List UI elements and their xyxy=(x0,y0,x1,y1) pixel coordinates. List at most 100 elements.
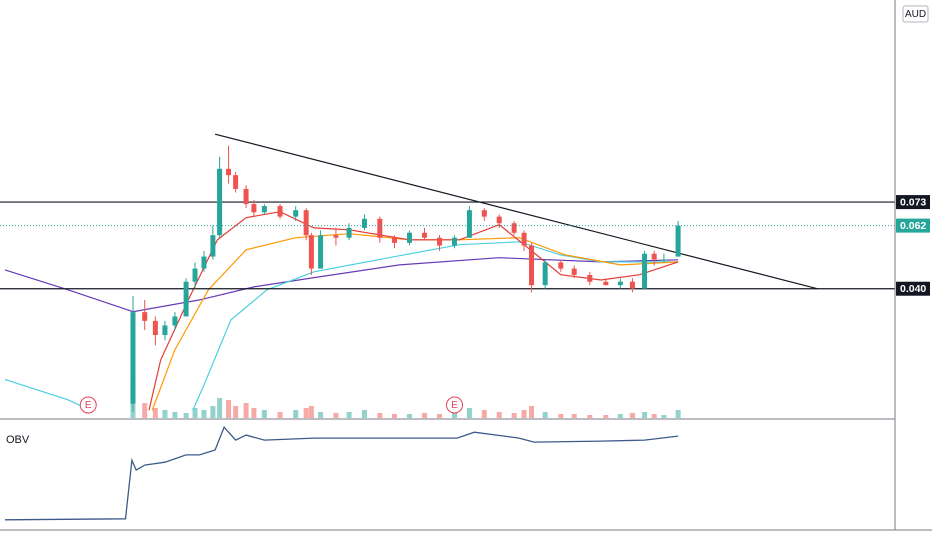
volume-bar xyxy=(571,414,577,418)
candle-body xyxy=(346,227,352,238)
candle-body xyxy=(201,256,207,269)
volume-bar xyxy=(642,412,648,418)
candle-body xyxy=(558,262,564,269)
volume-bar xyxy=(261,410,267,418)
candle-body xyxy=(243,188,249,205)
volume-bar xyxy=(422,413,427,418)
price-label: 0.062 xyxy=(900,220,926,232)
candle-body xyxy=(251,204,257,213)
candle-body xyxy=(603,281,609,286)
trendline xyxy=(214,133,818,290)
candle-body xyxy=(437,237,442,246)
candle-body xyxy=(392,237,397,243)
candle-body xyxy=(587,274,593,282)
candle-body xyxy=(210,235,216,257)
candle-body xyxy=(233,175,239,189)
volume-bar xyxy=(521,410,527,418)
volume-bar xyxy=(511,413,517,418)
volume-bar xyxy=(152,408,158,418)
candle-body xyxy=(452,237,457,246)
volume-bar xyxy=(217,398,223,418)
candle-body xyxy=(571,268,577,275)
candle-body xyxy=(529,245,535,286)
axes: 0.073 0.062 0.040 xyxy=(896,195,930,296)
candle-body xyxy=(162,325,168,336)
volume-bar xyxy=(542,412,548,418)
volume-bar xyxy=(558,414,564,418)
candle-body xyxy=(192,268,198,282)
volume-bar xyxy=(529,406,535,418)
moving-average-line xyxy=(4,241,679,411)
volume-bar xyxy=(333,413,339,418)
volume-bar xyxy=(661,415,667,418)
candle-body xyxy=(675,225,681,257)
price-label-box xyxy=(896,195,930,210)
volume-bar xyxy=(377,413,383,418)
price-label-box xyxy=(896,281,930,296)
candle-body xyxy=(642,253,648,289)
volume-bar xyxy=(481,410,487,418)
candle-body xyxy=(333,235,339,238)
price-label-box xyxy=(896,218,930,233)
volume-bar xyxy=(651,414,657,418)
volume-bar xyxy=(162,410,168,418)
event-label: E xyxy=(85,400,92,411)
volume-bar xyxy=(496,412,502,418)
candle-body xyxy=(617,281,623,286)
volume-bar xyxy=(437,414,442,418)
event-label: E xyxy=(451,400,458,411)
candle-body xyxy=(466,210,472,238)
candle-body xyxy=(303,210,309,236)
volume-bar xyxy=(587,415,593,418)
candle-body xyxy=(277,206,283,217)
volume-bar xyxy=(466,408,472,418)
candle-body xyxy=(261,206,267,213)
candle-body xyxy=(226,168,232,176)
candle-body xyxy=(407,232,412,243)
candle-body xyxy=(172,316,178,326)
candle-body xyxy=(130,312,136,404)
candle-body xyxy=(661,259,667,261)
volume-bar xyxy=(452,413,457,418)
volume-bar xyxy=(172,412,178,418)
volume-bar xyxy=(233,406,239,418)
volume-bar xyxy=(629,413,635,418)
candle-body xyxy=(377,218,383,238)
currency: AUD xyxy=(905,9,926,20)
candle-body xyxy=(629,281,635,289)
candle-body xyxy=(142,312,148,321)
volume-bar xyxy=(617,414,623,418)
obv-line xyxy=(4,425,679,521)
volume-bar xyxy=(318,412,324,418)
volume-bar xyxy=(142,403,148,418)
candle-body xyxy=(422,232,427,238)
event-marker xyxy=(79,396,97,414)
pane-title: OBV xyxy=(6,434,30,446)
volume-bar xyxy=(201,410,207,418)
currency-box[interactable] xyxy=(902,5,929,23)
candle-body xyxy=(308,235,314,269)
candle-body xyxy=(293,210,299,217)
candle-body xyxy=(318,235,324,269)
volume-bar xyxy=(407,414,412,418)
volume-bar xyxy=(361,410,367,418)
candle-body xyxy=(521,232,527,246)
event-marker xyxy=(446,396,463,414)
candle-body xyxy=(481,210,487,217)
candle-body xyxy=(361,218,367,228)
candle-body xyxy=(152,320,158,336)
volume-bar xyxy=(308,406,314,418)
volume-bar xyxy=(303,408,309,418)
moving-average-line xyxy=(4,257,679,313)
volume-bar xyxy=(392,414,397,418)
volume-bar xyxy=(210,406,216,418)
candle-body xyxy=(651,253,657,260)
volume-bar xyxy=(192,408,198,418)
volume-bar xyxy=(277,412,283,418)
volume-bar xyxy=(603,415,609,418)
volume-bar xyxy=(243,403,249,418)
candle-body xyxy=(183,281,189,317)
